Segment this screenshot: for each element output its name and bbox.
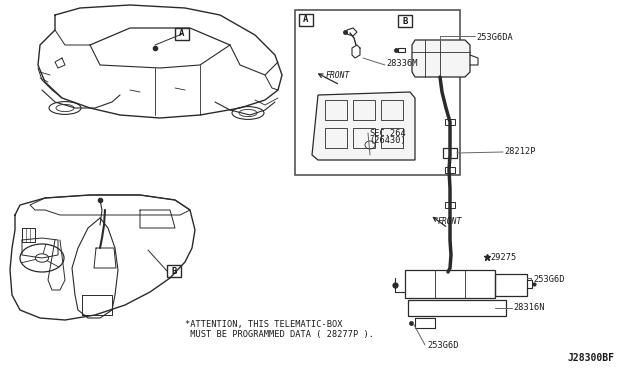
Text: 253G6D: 253G6D <box>533 276 564 285</box>
Bar <box>381 100 403 120</box>
Text: B: B <box>403 16 408 26</box>
Text: FRONT: FRONT <box>326 71 350 80</box>
Polygon shape <box>312 92 415 160</box>
Bar <box>405 270 495 298</box>
Text: 28316N: 28316N <box>513 304 545 312</box>
Bar <box>445 202 455 208</box>
Text: A: A <box>303 16 308 25</box>
Text: 253G6D: 253G6D <box>427 340 458 350</box>
Text: MUST BE PROGRAMMED DATA ( 28277P ).: MUST BE PROGRAMMED DATA ( 28277P ). <box>185 330 374 339</box>
Bar <box>167 265 181 277</box>
Bar <box>353 128 375 148</box>
Text: J28300BF: J28300BF <box>568 353 615 363</box>
Text: A: A <box>179 29 185 38</box>
Bar <box>325 100 347 120</box>
Bar <box>381 128 403 148</box>
Bar <box>175 28 189 40</box>
Bar <box>353 100 375 120</box>
Text: FRONT: FRONT <box>438 218 462 227</box>
Text: B: B <box>172 266 177 276</box>
Text: *ATTENTION, THIS TELEMATIC-BOX: *ATTENTION, THIS TELEMATIC-BOX <box>185 321 342 330</box>
Text: 28336M: 28336M <box>386 58 417 67</box>
Text: 253G6DA: 253G6DA <box>476 33 513 42</box>
Bar <box>398 15 412 27</box>
Bar <box>445 167 455 173</box>
Bar <box>408 300 506 316</box>
Text: 28212P: 28212P <box>504 148 536 157</box>
Bar <box>325 128 347 148</box>
Bar <box>299 14 313 26</box>
Text: (26430): (26430) <box>369 137 406 145</box>
Text: SEC.264: SEC.264 <box>369 128 406 138</box>
Text: 29275: 29275 <box>490 253 516 262</box>
Polygon shape <box>412 40 470 77</box>
Bar <box>295 10 460 175</box>
Bar <box>445 119 455 125</box>
Bar <box>443 148 457 158</box>
Bar <box>495 274 527 296</box>
